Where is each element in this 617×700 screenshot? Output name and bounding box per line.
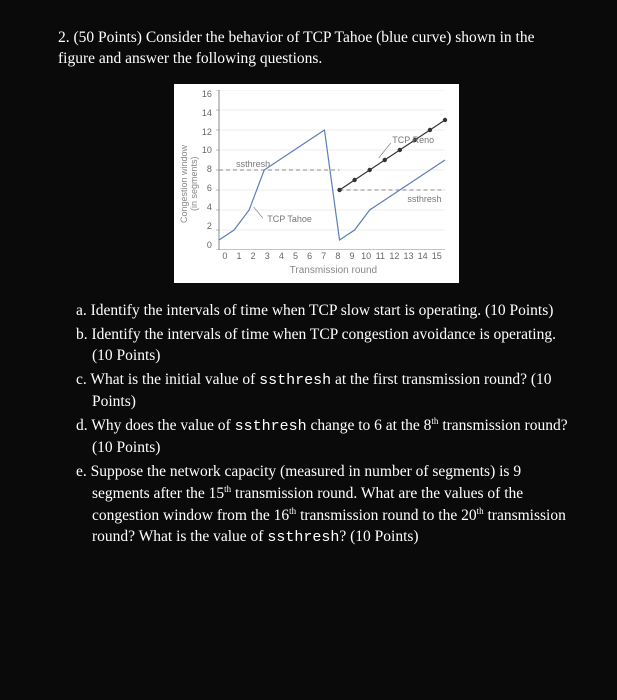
- question-points: (50 Points): [74, 29, 142, 46]
- question-number: 2.: [58, 29, 70, 46]
- x-axis-label: Transmission round: [218, 264, 449, 278]
- svg-text:TCP Tahoe: TCP Tahoe: [267, 214, 312, 224]
- code-ssthresh: ssthresh: [267, 529, 339, 546]
- code-ssthresh: ssthresh: [259, 372, 331, 389]
- part-a: a. Identify the intervals of time when T…: [76, 301, 575, 322]
- chart-svg: ssthresh ssthresh TCP Tahoe TCP Reno: [215, 90, 449, 250]
- y-axis-label: Congestion window (in segments): [180, 145, 200, 223]
- x-ticks: 0123456789101112131415: [218, 250, 444, 262]
- subquestions-list: a. Identify the intervals of time when T…: [58, 301, 575, 548]
- svg-text:ssthresh: ssthresh: [407, 194, 441, 204]
- part-c: c. What is the initial value of ssthresh…: [76, 370, 575, 412]
- y-ticks: 16 14 12 10 8 6 4 2 0: [202, 90, 215, 250]
- chart-box: Congestion window (in segments) 16 14 12…: [174, 84, 459, 284]
- question-intro: 2. (50 Points) Consider the behavior of …: [58, 28, 575, 70]
- part-e: e. Suppose the network capacity (measure…: [76, 462, 575, 548]
- svg-text:TCP Reno: TCP Reno: [392, 135, 434, 145]
- part-d: d. Why does the value of ssthresh change…: [76, 415, 575, 458]
- svg-text:ssthresh: ssthresh: [236, 159, 270, 169]
- chart-container: Congestion window (in segments) 16 14 12…: [58, 84, 575, 284]
- code-ssthresh: ssthresh: [235, 419, 307, 436]
- part-b: b. Identify the intervals of time when T…: [76, 325, 575, 367]
